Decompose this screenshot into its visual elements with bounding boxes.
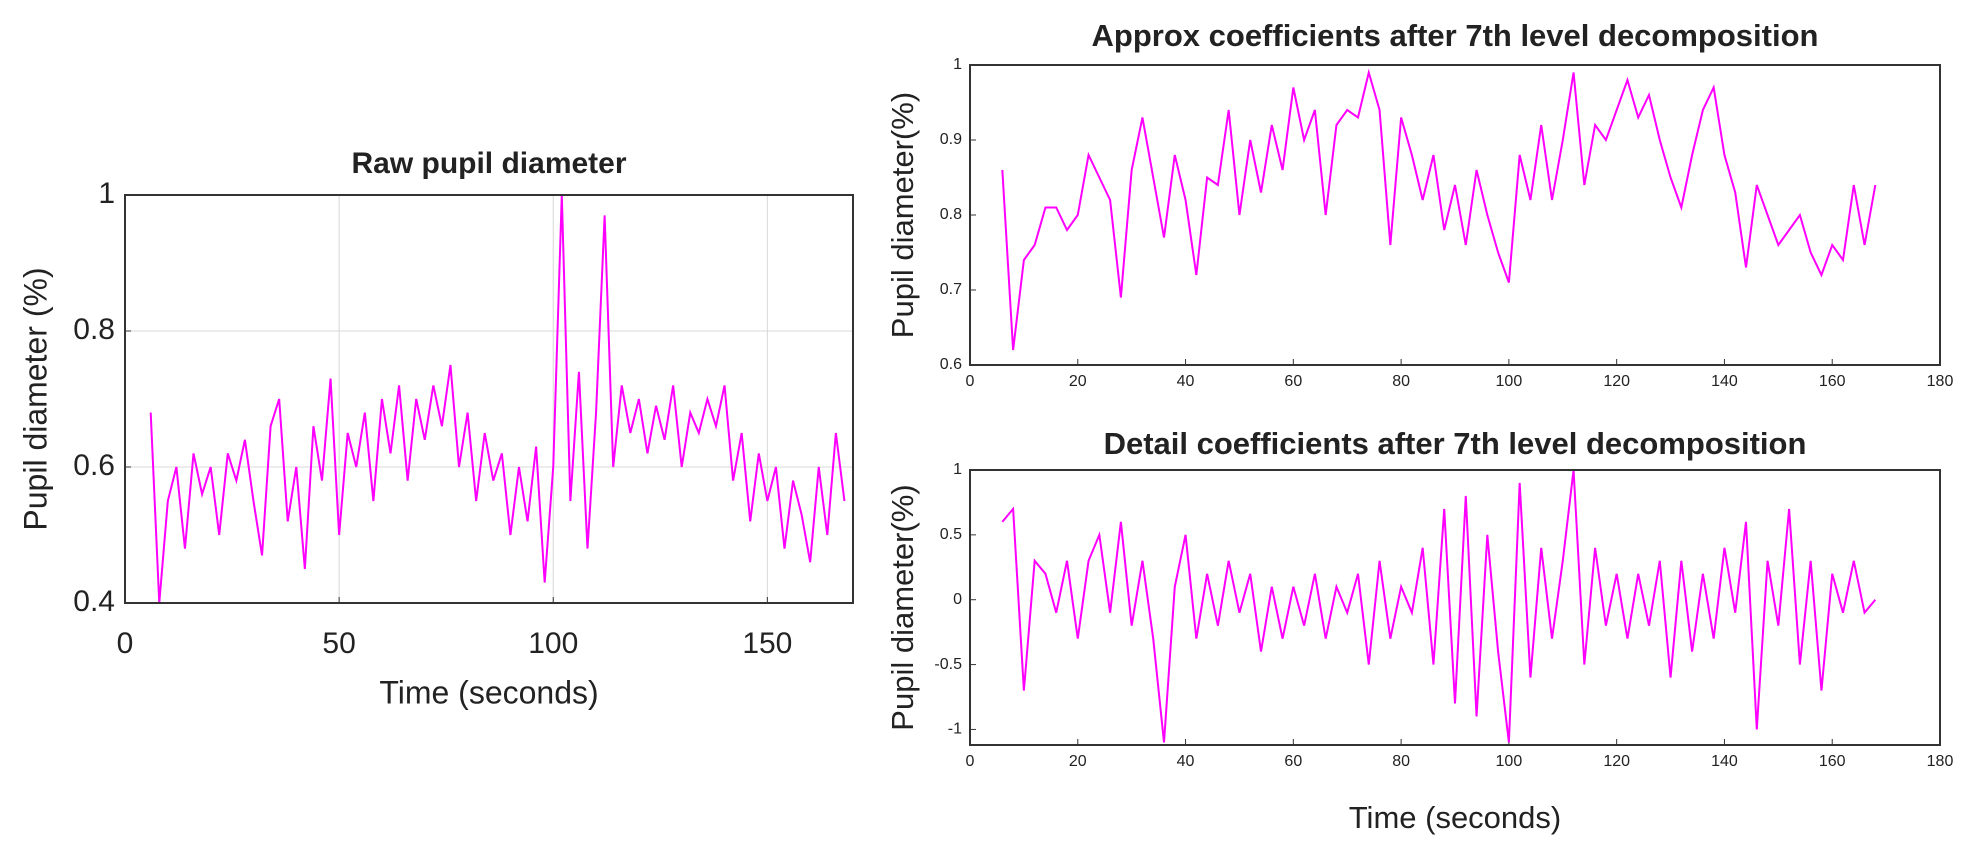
x-tick-label: 20: [1069, 753, 1087, 770]
y-tick-label: -1: [948, 721, 962, 738]
y-tick-label: 0.7: [940, 281, 962, 298]
x-tick-label: 140: [1711, 373, 1738, 390]
x-tick-label: 100: [1496, 373, 1523, 390]
x-tick-label: 180: [1927, 373, 1954, 390]
x-tick-label: 150: [742, 627, 792, 660]
y-tick-label: 0.6: [940, 356, 962, 373]
x-tick-label: 40: [1177, 373, 1195, 390]
plot-frame: [969, 64, 1941, 366]
y-axis-label: Pupil diameter(%): [885, 92, 920, 338]
x-tick-label: 140: [1711, 753, 1738, 770]
x-tick-label: 80: [1392, 373, 1410, 390]
y-tick-label: 1: [953, 461, 962, 478]
data-line: [149, 194, 846, 604]
x-tick-label: 180: [1927, 753, 1954, 770]
data-line: [1001, 68, 1877, 351]
y-tick-label: 0.8: [940, 206, 962, 223]
x-tick-label: 0: [966, 753, 975, 770]
y-tick-label: 0.6: [73, 449, 115, 482]
y-tick-label: 0.8: [73, 313, 115, 346]
x-tick-label: 0: [117, 627, 134, 660]
y-tick-label: 0.5: [940, 526, 962, 543]
x-tick-label: 120: [1603, 373, 1630, 390]
chart-title: Approx coefficients after 7th level deco…: [1092, 18, 1819, 53]
x-tick-label: 80: [1392, 753, 1410, 770]
y-tick-label: -0.5: [934, 656, 962, 673]
x-tick-label: 20: [1069, 373, 1087, 390]
x-tick-label: 160: [1819, 373, 1846, 390]
y-tick-label: 1: [98, 177, 115, 210]
x-tick-label: 60: [1284, 753, 1302, 770]
x-tick-label: 100: [528, 627, 578, 660]
y-axis-label: Pupil diameter (%): [17, 267, 53, 530]
y-tick-label: 1: [953, 56, 962, 73]
plot-frame: [124, 194, 854, 604]
data-line: [1001, 469, 1877, 743]
chart-title: Raw pupil diameter: [351, 147, 626, 180]
plot-frame: [969, 469, 1941, 746]
y-tick-label: 0: [953, 591, 962, 608]
x-axis-label: Time (seconds): [379, 674, 598, 710]
x-tick-label: 50: [322, 627, 355, 660]
y-axis-label: Pupil diameter(%): [885, 484, 920, 730]
x-tick-label: 60: [1284, 373, 1302, 390]
y-tick-label: 0.9: [940, 131, 962, 148]
x-tick-label: 160: [1819, 753, 1846, 770]
x-tick-label: 40: [1177, 753, 1195, 770]
x-tick-label: 120: [1603, 753, 1630, 770]
x-axis-label: Time (seconds): [1349, 800, 1561, 835]
chart-title: Detail coefficients after 7th level deco…: [1104, 426, 1807, 461]
y-tick-label: 0.4: [73, 585, 115, 618]
x-tick-label: 100: [1496, 753, 1523, 770]
x-tick-label: 0: [966, 373, 975, 390]
